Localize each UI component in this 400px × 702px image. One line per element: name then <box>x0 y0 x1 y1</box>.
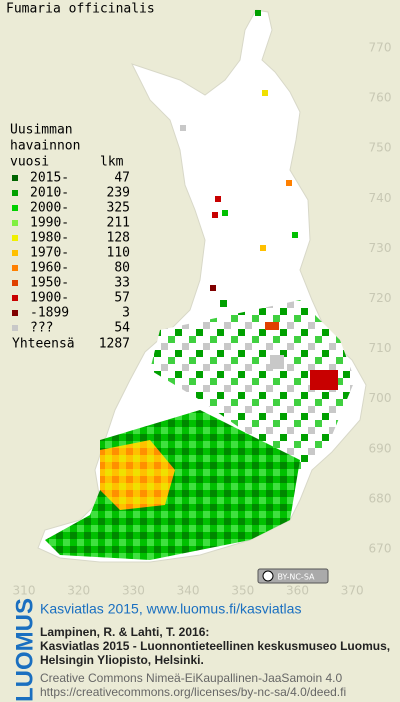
legend-label: 1990- <box>30 216 69 231</box>
legend-label: 1950- <box>30 276 69 291</box>
y-tick-label: 700 <box>369 391 392 405</box>
y-tick-label: 710 <box>369 341 392 355</box>
y-tick-label: 770 <box>369 41 392 55</box>
legend-label: ??? <box>30 321 53 336</box>
map-area <box>37 9 367 563</box>
x-tick-label: 340 <box>177 584 200 598</box>
y-tick-label: 690 <box>369 441 392 455</box>
citation-line: Lampinen, R. & Lahti, T. 2016: <box>40 625 209 639</box>
occurrence-squares <box>180 10 338 390</box>
x-tick-label: 350 <box>231 584 254 598</box>
legend-heading: vuosi <box>10 155 49 170</box>
y-tick-label: 760 <box>369 91 392 105</box>
license-line: Creative Commons Nimeä-EiKaupallinen-Jaa… <box>40 671 342 685</box>
legend-heading: Uusimman <box>10 123 73 138</box>
legend-count: 3 <box>122 306 130 321</box>
legend-count-heading: lkm <box>100 155 124 170</box>
legend-count: 80 <box>114 261 130 276</box>
legend-swatch <box>12 295 18 301</box>
legend-label: 2010- <box>30 186 69 201</box>
logo: LUOMUS <box>11 598 38 702</box>
y-tick-label: 680 <box>369 491 392 505</box>
footer-heading: Kasviatlas 2015, www.luomus.fi/kasviatla… <box>40 601 301 617</box>
legend-count: 47 <box>114 171 130 186</box>
occurrence-area-west <box>100 440 175 510</box>
x-tick-label: 320 <box>67 584 90 598</box>
legend-label: 1960- <box>30 261 69 276</box>
x-tick-label: 360 <box>286 584 309 598</box>
legend-heading: havainnon <box>10 139 80 154</box>
legend-label: -1899 <box>30 306 69 321</box>
legend-count: 211 <box>107 216 130 231</box>
legend-count: 57 <box>114 291 130 306</box>
legend-count: 33 <box>114 276 130 291</box>
y-tick-label: 730 <box>369 241 392 255</box>
axis-ticks: 670 680 690 700 710 720 730 740 750 760 770 310 320 3… <box>13 41 392 598</box>
legend-count: 128 <box>107 231 130 246</box>
legend-swatch <box>12 265 18 271</box>
occurrence-area-south <box>45 410 300 560</box>
legend-label: 2000- <box>30 201 69 216</box>
legend-total: 1287 <box>99 337 130 352</box>
y-tick-label: 750 <box>369 141 392 155</box>
citation-line: Kasviatlas 2015 - Luonnontieteellinen ke… <box>40 639 390 653</box>
badge-text: BY-NC-SA <box>277 573 315 582</box>
license-line: https://creativecommons.org/licenses/by-… <box>40 685 346 699</box>
legend-swatch <box>12 175 18 181</box>
citation-line: Helsingin Yliopisto, Helsinki. <box>40 653 204 667</box>
legend-swatch <box>12 310 18 316</box>
map-title: Fumaria officinalis <box>6 2 155 17</box>
x-tick-label: 330 <box>122 584 145 598</box>
license-badge: BY-NC-SA <box>257 568 329 584</box>
legend-label: 2015- <box>30 171 69 186</box>
x-tick-label: 370 <box>341 584 364 598</box>
y-tick-label: 670 <box>369 542 392 556</box>
footer: Lampinen, R. & Lahti, T. 2016:Kasviatlas… <box>40 625 390 699</box>
x-tick-label: 310 <box>13 584 36 598</box>
legend-swatch <box>12 220 18 226</box>
y-tick-label: 720 <box>369 291 392 305</box>
legend-swatch <box>12 325 18 331</box>
legend-count: 54 <box>114 321 130 336</box>
legend-swatch <box>12 250 18 256</box>
legend-label: 1980- <box>30 231 69 246</box>
legend-count: 325 <box>107 201 130 216</box>
legend-swatch <box>12 280 18 286</box>
legend-count: 110 <box>107 246 130 261</box>
legend-label: 1900- <box>30 291 69 306</box>
legend-count: 239 <box>107 186 130 201</box>
legend-label: 1970- <box>30 246 69 261</box>
occurrence-area-mixed <box>150 300 355 470</box>
legend-swatch <box>12 205 18 211</box>
y-tick-label: 740 <box>369 191 392 205</box>
legend-total-label: Yhteensä <box>12 337 75 352</box>
legend-swatch <box>12 235 18 241</box>
legend-swatch <box>12 190 18 196</box>
